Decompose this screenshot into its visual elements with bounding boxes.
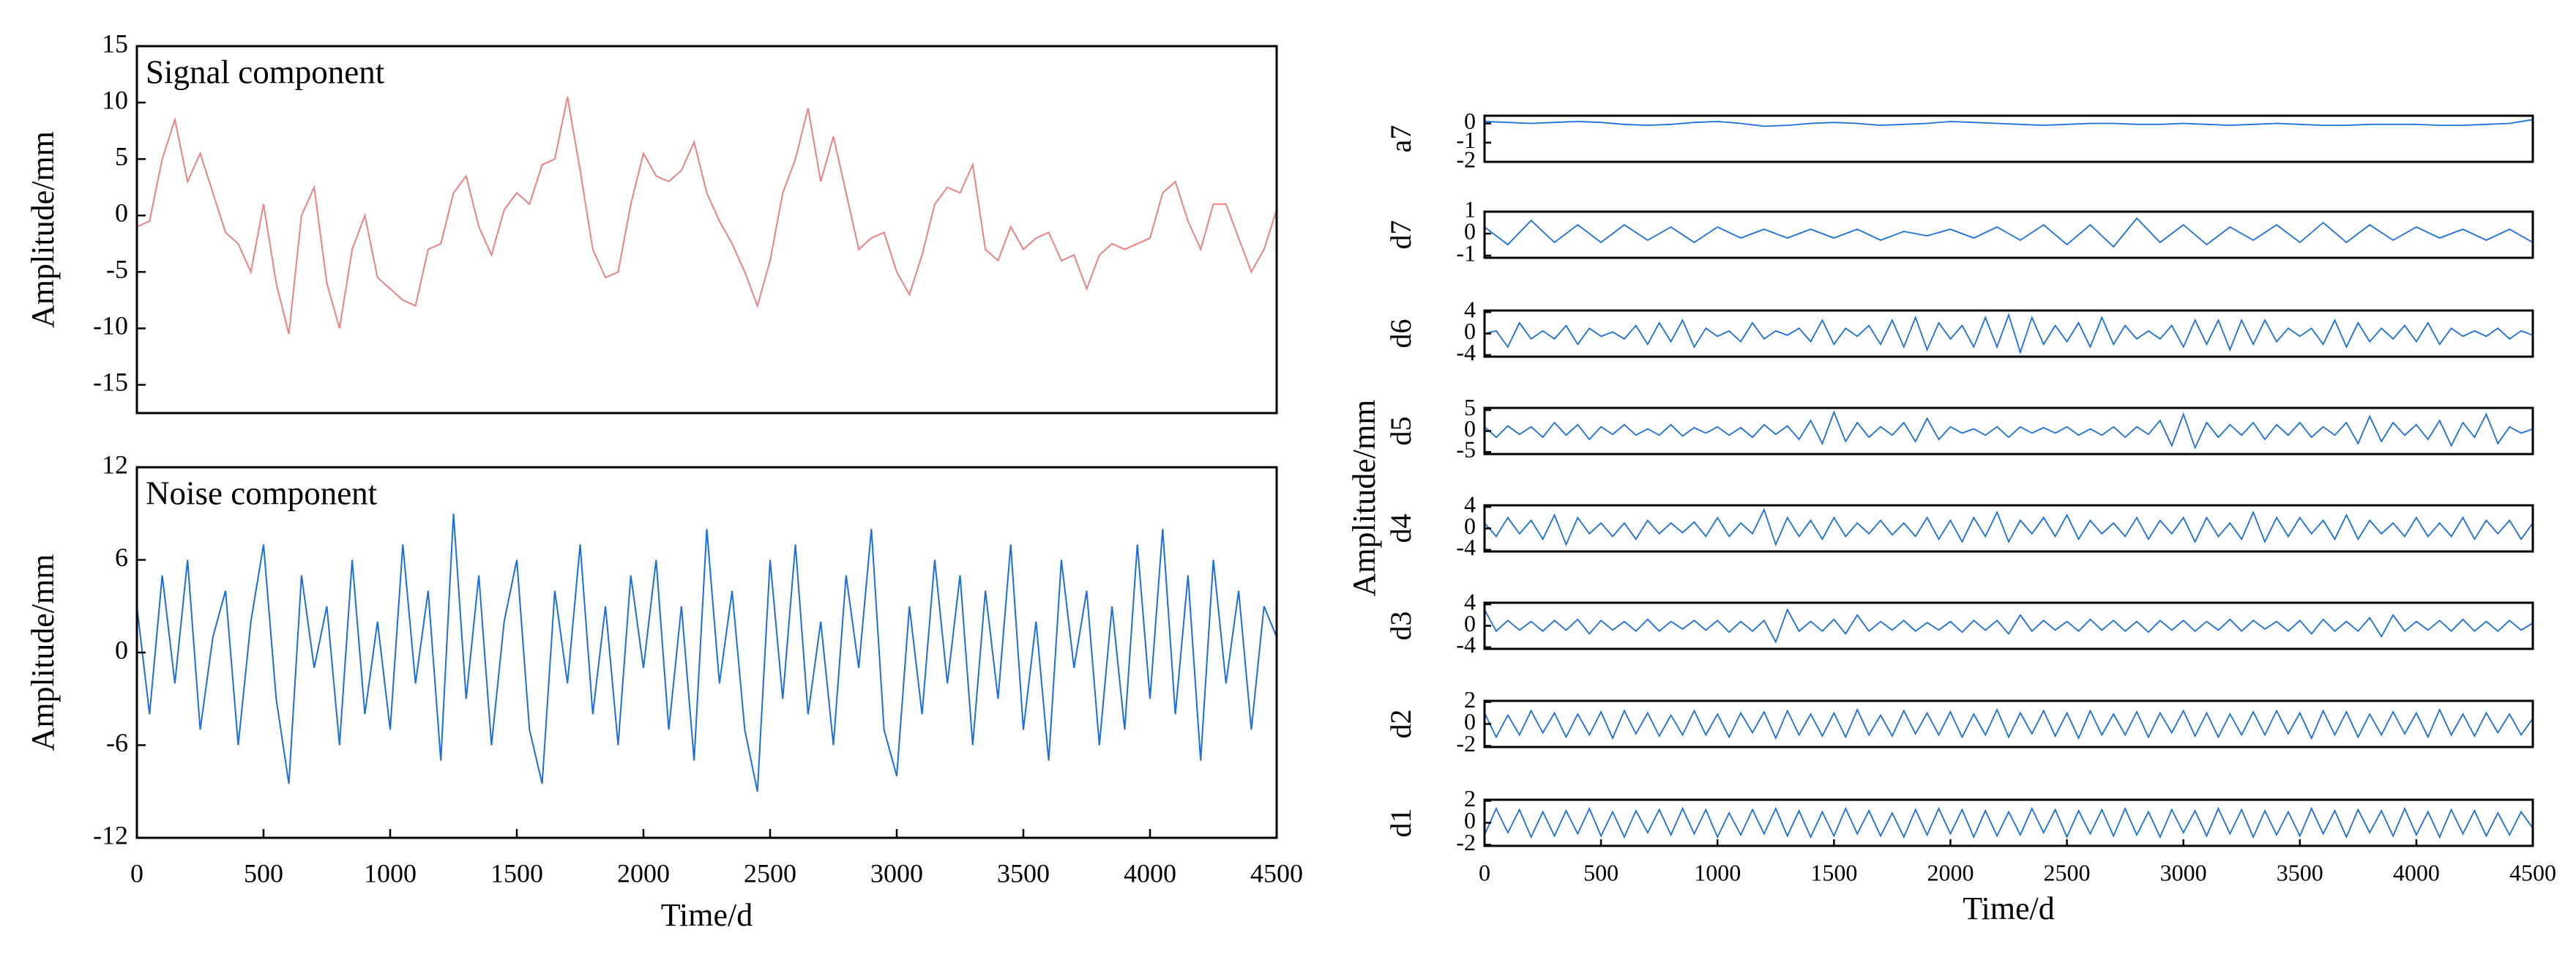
y-tick-label: -12 [93,820,128,850]
x-tick-label: 3500 [2277,859,2323,885]
y-tick-label: 6 [115,543,128,572]
data-line [1484,608,2534,644]
x-axis-label: Time/d [661,897,753,933]
y-tick-label: -5 [106,255,128,284]
y-tick-label: -2 [1456,146,1476,172]
data-line [1484,806,2534,839]
y-tick-label: -4 [1456,534,1476,560]
y-tick-label: 0 [1464,610,1476,636]
y-tick-label: -15 [93,368,128,397]
plot-frame [135,45,1278,415]
y-tick-label: -10 [93,311,128,341]
y-tick-label: 1 [1464,196,1476,222]
x-tick-label: 1000 [1694,859,1741,885]
y-tick-label: 2 [1464,686,1476,713]
y-tick-label: 0 [1464,415,1476,442]
x-tick-label: 1500 [1810,859,1857,885]
y-tick-label: -1 [1456,239,1476,266]
y-tick-label: -2 [1456,730,1476,757]
y-tick-label: 0 [115,635,128,664]
y-tick-label: -4 [1456,631,1476,658]
y-axis-label: Amplitude/mm [25,554,61,751]
y-tick-label: 10 [102,85,128,114]
plot-frame [1483,114,2534,163]
panel-annotation: Noise component [146,475,378,511]
y-tick-label: 0 [1464,318,1476,344]
y-tick-label: 0 [1464,218,1476,244]
data-line [136,513,1277,792]
y-axis-label: d2 [1384,710,1417,739]
y-tick-label: -5 [1456,436,1476,462]
y-axis-label: d3 [1384,612,1417,641]
x-tick-label: 4500 [2509,859,2556,885]
y-axis-label: Amplitude/mm [25,131,61,328]
y-tick-label: 0 [1464,807,1476,833]
x-tick-label: 2500 [744,858,796,888]
y-tick-label: 5 [1464,394,1476,420]
y-tick-label: 0 [1464,108,1476,134]
x-tick-label: 3000 [870,858,923,888]
y-tick-label: 4 [1464,491,1476,518]
y-tick-label: 15 [102,29,128,58]
shared-y-label: Amplitude/mm [1346,400,1382,597]
plot-frame [1483,504,2534,553]
data-line [1484,707,2534,740]
x-tick-label: 0 [1479,859,1490,885]
x-tick-label: 2500 [2044,859,2091,885]
x-tick-label: 4500 [1250,858,1303,888]
y-tick-label: 4 [1464,297,1476,323]
plot-frame [1483,210,2534,259]
y-axis-label: d7 [1384,220,1417,250]
panel-annotation: Signal component [146,53,385,90]
y-tick-label: 4 [1464,589,1476,615]
y-tick-label: 0 [1464,513,1476,539]
x-axis-label: Time/d [1963,891,2055,926]
y-tick-label: -4 [1456,339,1476,365]
y-axis-label: d4 [1384,514,1417,543]
data-line [136,97,1277,335]
data-line [1484,410,2534,450]
y-tick-label: -2 [1456,829,1476,855]
x-tick-label: 3500 [997,858,1050,888]
y-tick-label: -6 [106,728,128,757]
x-tick-label: 4000 [2393,859,2440,885]
y-axis-label: d6 [1384,319,1417,349]
data-line [1484,217,2534,248]
x-tick-label: 2000 [1927,859,1974,885]
y-axis-label: d1 [1384,809,1417,838]
y-tick-label: 12 [102,450,128,479]
plot-frame [1483,309,2534,358]
x-tick-label: 2000 [617,858,670,888]
data-line [1484,313,2534,355]
x-tick-label: 500 [1583,859,1619,885]
y-tick-label: 5 [115,141,128,171]
x-tick-label: 1500 [490,858,543,888]
y-tick-label: -1 [1456,127,1476,153]
y-tick-label: 0 [115,198,128,227]
plot-frame [135,466,1278,839]
plot-frame [1483,406,2534,456]
data-line [1484,119,2534,127]
x-tick-label: 4000 [1124,858,1176,888]
y-tick-label: 0 [1464,708,1476,735]
y-axis-label: d5 [1384,417,1417,446]
x-tick-label: 0 [130,858,143,888]
y-tick-label: 2 [1464,785,1476,811]
x-tick-label: 3000 [2160,859,2207,885]
y-axis-label: a7 [1384,125,1417,153]
x-tick-label: 500 [244,858,283,888]
x-tick-label: 1000 [364,858,417,888]
data-line [1484,508,2534,547]
